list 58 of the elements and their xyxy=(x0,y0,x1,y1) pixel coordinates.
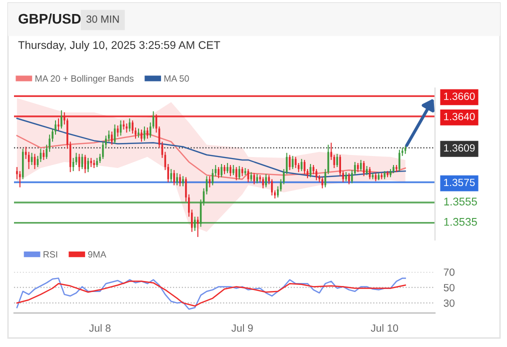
candlestick xyxy=(271,178,273,196)
legend-label: MA 50 xyxy=(164,75,189,82)
legend-label: MA 20 + Bollinger Bands xyxy=(36,75,134,84)
y-tick-label: 50 xyxy=(444,284,455,292)
candlestick xyxy=(179,174,181,187)
candlestick xyxy=(132,120,134,134)
candlestick xyxy=(90,157,92,168)
y-tick-label: 1.3660 xyxy=(444,92,475,100)
candlestick xyxy=(265,174,267,188)
candlestick xyxy=(87,157,90,173)
candlestick xyxy=(170,168,172,183)
candlestick xyxy=(321,176,324,189)
candlestick xyxy=(300,158,302,172)
candlestick xyxy=(345,172,347,182)
ref-line-label: 1.3555 xyxy=(444,198,477,206)
legend-label: 9MA xyxy=(88,251,106,258)
chart-subtitle: Thursday, July 10, 2025 3:25:59 AM CET xyxy=(18,40,220,52)
text: 30 MIN xyxy=(86,15,119,23)
candlestick xyxy=(310,164,312,178)
y-tick-label: 30 xyxy=(444,299,455,307)
candlestick xyxy=(256,174,258,184)
candlestick xyxy=(316,168,318,181)
candlestick xyxy=(182,176,184,187)
candlestick xyxy=(232,164,234,176)
chart-title: GBP/USD xyxy=(18,14,81,24)
candlestick xyxy=(138,128,140,138)
candlestick xyxy=(60,110,62,130)
y-tick-label: 70 xyxy=(444,268,455,276)
candlestick xyxy=(96,157,98,168)
candlestick xyxy=(19,170,21,188)
candlestick xyxy=(220,164,222,178)
x-tick-label: Jul 10 xyxy=(370,324,398,332)
x-tick-label: Jul 8 xyxy=(89,324,111,332)
legend-label: RSI xyxy=(44,251,58,258)
x-tick-label: Jul 9 xyxy=(231,324,253,332)
candlestick xyxy=(140,129,142,142)
candlestick xyxy=(176,172,178,186)
candlestick xyxy=(226,162,228,174)
candlestick xyxy=(146,127,148,140)
candlestick xyxy=(224,164,226,175)
candlestick xyxy=(262,176,264,189)
candlestick xyxy=(128,118,131,132)
candlestick xyxy=(218,166,220,179)
y-tick-label: 1.3609 xyxy=(444,144,475,152)
ref-line-label: 1.3535 xyxy=(444,218,477,226)
candlestick xyxy=(58,118,60,132)
candlestick xyxy=(360,159,362,172)
y-tick-label: 1.3575 xyxy=(444,178,475,186)
y-tick-label: 1.3640 xyxy=(444,112,475,120)
candlestick xyxy=(144,126,146,142)
candlestick xyxy=(208,176,211,188)
candlestick xyxy=(230,164,232,177)
candlestick xyxy=(357,162,359,173)
candlestick xyxy=(196,216,199,238)
candlestick xyxy=(348,172,350,185)
candlestick xyxy=(398,149,400,172)
candlestick xyxy=(173,170,175,186)
candlestick xyxy=(304,159,306,175)
